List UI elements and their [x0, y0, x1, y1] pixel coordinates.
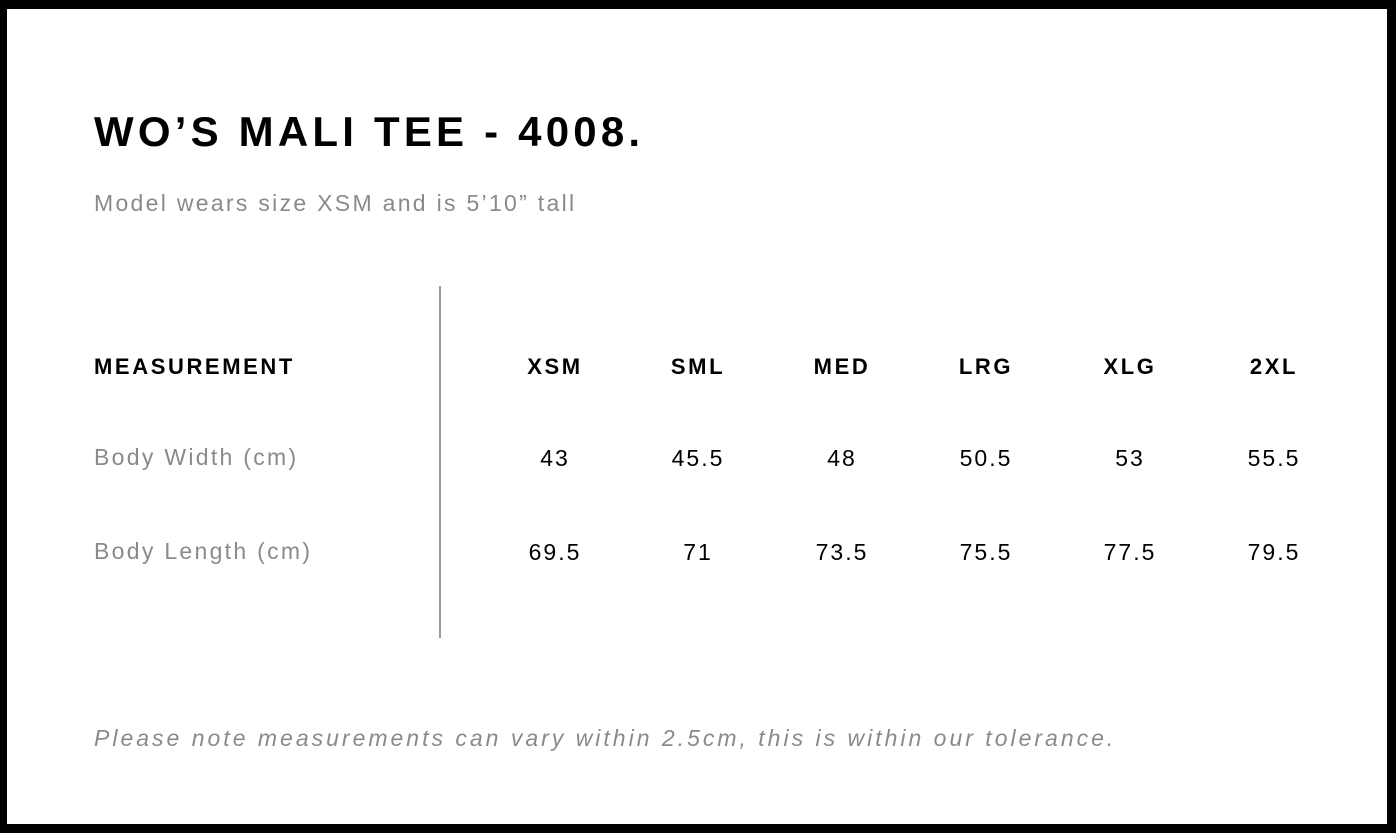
size-header-xsm: XSM: [527, 354, 583, 379]
measurement-value: 71: [683, 539, 713, 565]
tolerance-note: Please note measurements can vary within…: [94, 725, 1117, 751]
size-header-sml: SML: [670, 354, 726, 379]
size-header-xlg: XLG: [1103, 354, 1157, 379]
measurement-value: 50.5: [959, 445, 1013, 471]
measurement-value: 48: [827, 445, 857, 471]
measurement-value: 55.5: [1247, 445, 1301, 471]
size-header-med: MED: [813, 354, 871, 379]
row-label: Body Length (cm): [94, 538, 313, 564]
measurement-value: 75.5: [959, 539, 1013, 565]
measurement-value: 53: [1115, 445, 1145, 471]
page-title: WO’S MALI TEE - 4008.: [94, 108, 645, 155]
measurement-header: MEASUREMENT: [94, 354, 295, 379]
model-info: Model wears size XSM and is 5’10” tall: [94, 190, 577, 216]
row-label: Body Width (cm): [94, 444, 299, 470]
size-header-2xl: 2XL: [1249, 354, 1299, 379]
measurement-value: 69.5: [528, 539, 582, 565]
column-divider: [439, 286, 441, 638]
measurement-value: 45.5: [671, 445, 725, 471]
measurement-value: 73.5: [815, 539, 869, 565]
measurement-value: 77.5: [1103, 539, 1157, 565]
content-panel: WO’S MALI TEE - 4008. Model wears size X…: [7, 9, 1387, 824]
size-header-lrg: LRG: [958, 354, 1014, 379]
measurement-value: 43: [540, 445, 570, 471]
measurement-value: 79.5: [1247, 539, 1301, 565]
